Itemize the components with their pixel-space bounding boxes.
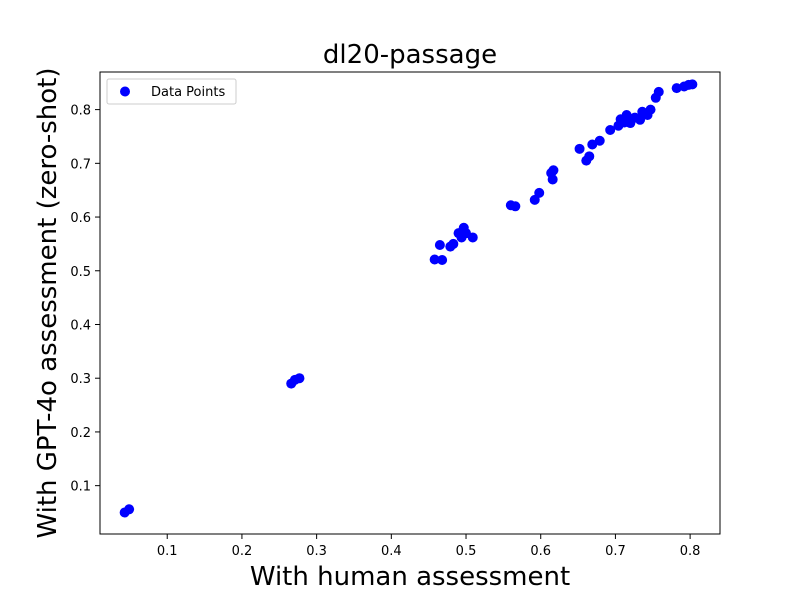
legend-box: [106, 78, 237, 105]
data-points: [119, 79, 698, 518]
y-tick-label: 0.5: [70, 265, 91, 280]
x-axis: 0.1 0.2 0.3 0.4 0.5 0.6 0.7 0.8: [157, 534, 701, 559]
x-tick-label: 0.5: [456, 544, 477, 559]
data-point: [124, 504, 135, 515]
data-point: [671, 83, 682, 94]
data-point: [594, 135, 605, 146]
legend-label: Data Points: [151, 85, 225, 100]
data-point: [605, 125, 616, 136]
data-point: [635, 114, 646, 125]
data-point: [437, 255, 448, 266]
data-point: [574, 143, 585, 154]
plot-area: [99, 71, 721, 535]
x-tick-label: 0.3: [306, 544, 327, 559]
data-point: [534, 187, 545, 198]
data-point: [294, 373, 305, 384]
y-tick-label: 0.6: [70, 211, 91, 226]
data-point: [547, 174, 558, 185]
data-point: [429, 254, 440, 265]
legend-marker: [120, 86, 130, 97]
data-point: [510, 201, 521, 212]
data-point: [621, 109, 632, 120]
x-tick-label: 0.2: [232, 544, 253, 559]
x-axis-label: With human assessment: [250, 562, 570, 592]
data-point: [548, 165, 559, 176]
y-tick-label: 0.2: [70, 426, 91, 441]
x-tick-label: 0.4: [381, 544, 402, 559]
data-point: [467, 232, 478, 243]
data-point: [587, 139, 598, 150]
y-axis: 0.1 0.2 0.3 0.4 0.5 0.6 0.7 0.8: [70, 104, 100, 495]
x-tick-label: 0.8: [680, 544, 701, 559]
data-point: [448, 238, 459, 249]
y-tick-label: 0.3: [70, 372, 91, 387]
plot-frame: [99, 71, 721, 535]
data-point: [653, 86, 664, 97]
y-axis-label: With GPT-4o assessment (zero-shot): [33, 67, 63, 538]
x-tick-label: 0.6: [530, 544, 551, 559]
y-tick-label: 0.1: [70, 480, 91, 495]
data-point: [687, 79, 698, 90]
x-tick-label: 0.7: [605, 544, 626, 559]
chart-title: dl20-passage: [323, 40, 497, 70]
legend: Data Points: [106, 78, 237, 105]
x-tick-label: 0.1: [157, 544, 178, 559]
data-point: [434, 239, 445, 250]
data-point: [584, 151, 595, 162]
y-tick-label: 0.7: [70, 157, 91, 172]
y-tick-label: 0.4: [70, 318, 91, 333]
data-point: [645, 104, 656, 115]
y-tick-label: 0.8: [70, 104, 91, 119]
